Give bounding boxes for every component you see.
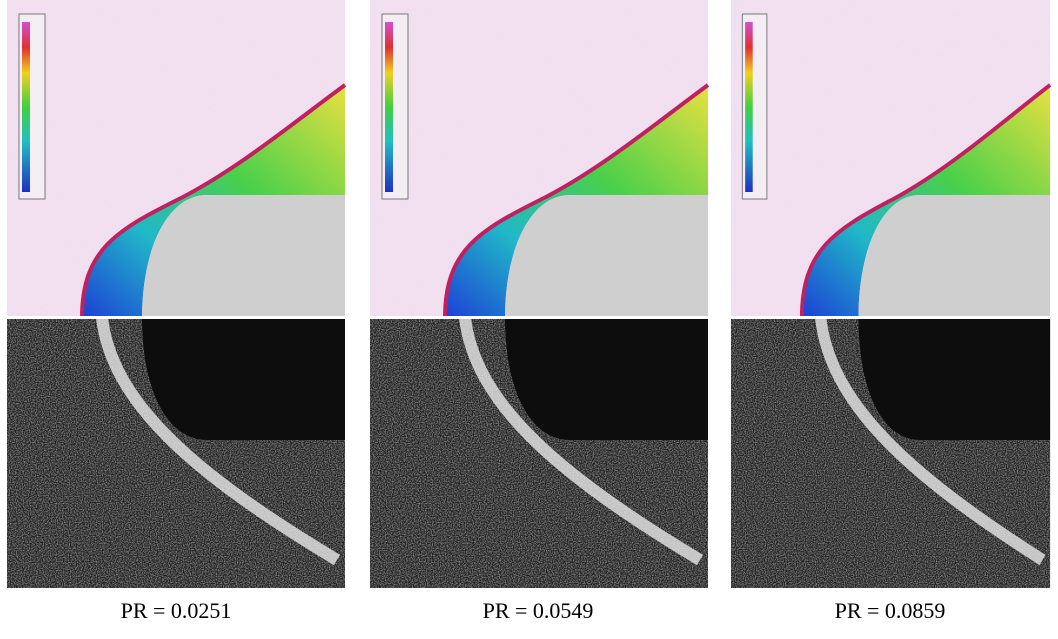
image-panel [731, 0, 1050, 588]
panels [0, 0, 1058, 590]
image-panel [7, 0, 345, 588]
caption: PR = 0.0549 [482, 598, 594, 623]
caption: PR = 0.0859 [834, 598, 946, 623]
image-panel [370, 0, 708, 588]
caption: PR = 0.0251 [120, 598, 232, 623]
